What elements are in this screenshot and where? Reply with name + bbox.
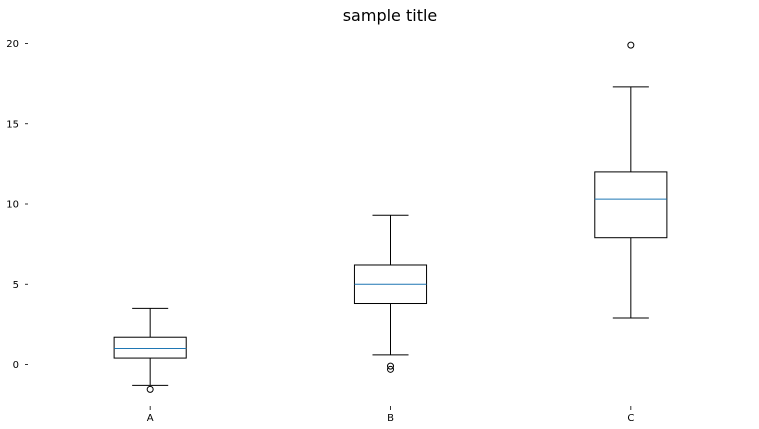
y-tick-label: 10 — [6, 200, 19, 211]
x-tick-label: B — [387, 413, 394, 424]
outlier-point — [387, 362, 394, 370]
y-tick-label: 5 — [13, 280, 19, 291]
outlier-point — [387, 365, 394, 373]
box-a — [113, 307, 187, 393]
x-tick-label: A — [147, 413, 154, 424]
iqr-box — [113, 336, 187, 359]
chart-title: sample title — [343, 6, 438, 25]
y-axis: 0 5 10 15 20 — [6, 39, 28, 371]
outlier-point — [146, 385, 154, 393]
box-series — [113, 41, 668, 393]
x-axis: A B C — [147, 406, 634, 424]
box-b — [353, 214, 428, 373]
y-tick-label: 15 — [6, 119, 19, 130]
y-tick-label: 0 — [13, 360, 19, 371]
iqr-box — [594, 171, 668, 239]
outlier-point — [627, 41, 635, 49]
x-tick-label: C — [627, 413, 634, 424]
box-c — [594, 41, 668, 319]
y-tick-label: 20 — [6, 39, 19, 50]
